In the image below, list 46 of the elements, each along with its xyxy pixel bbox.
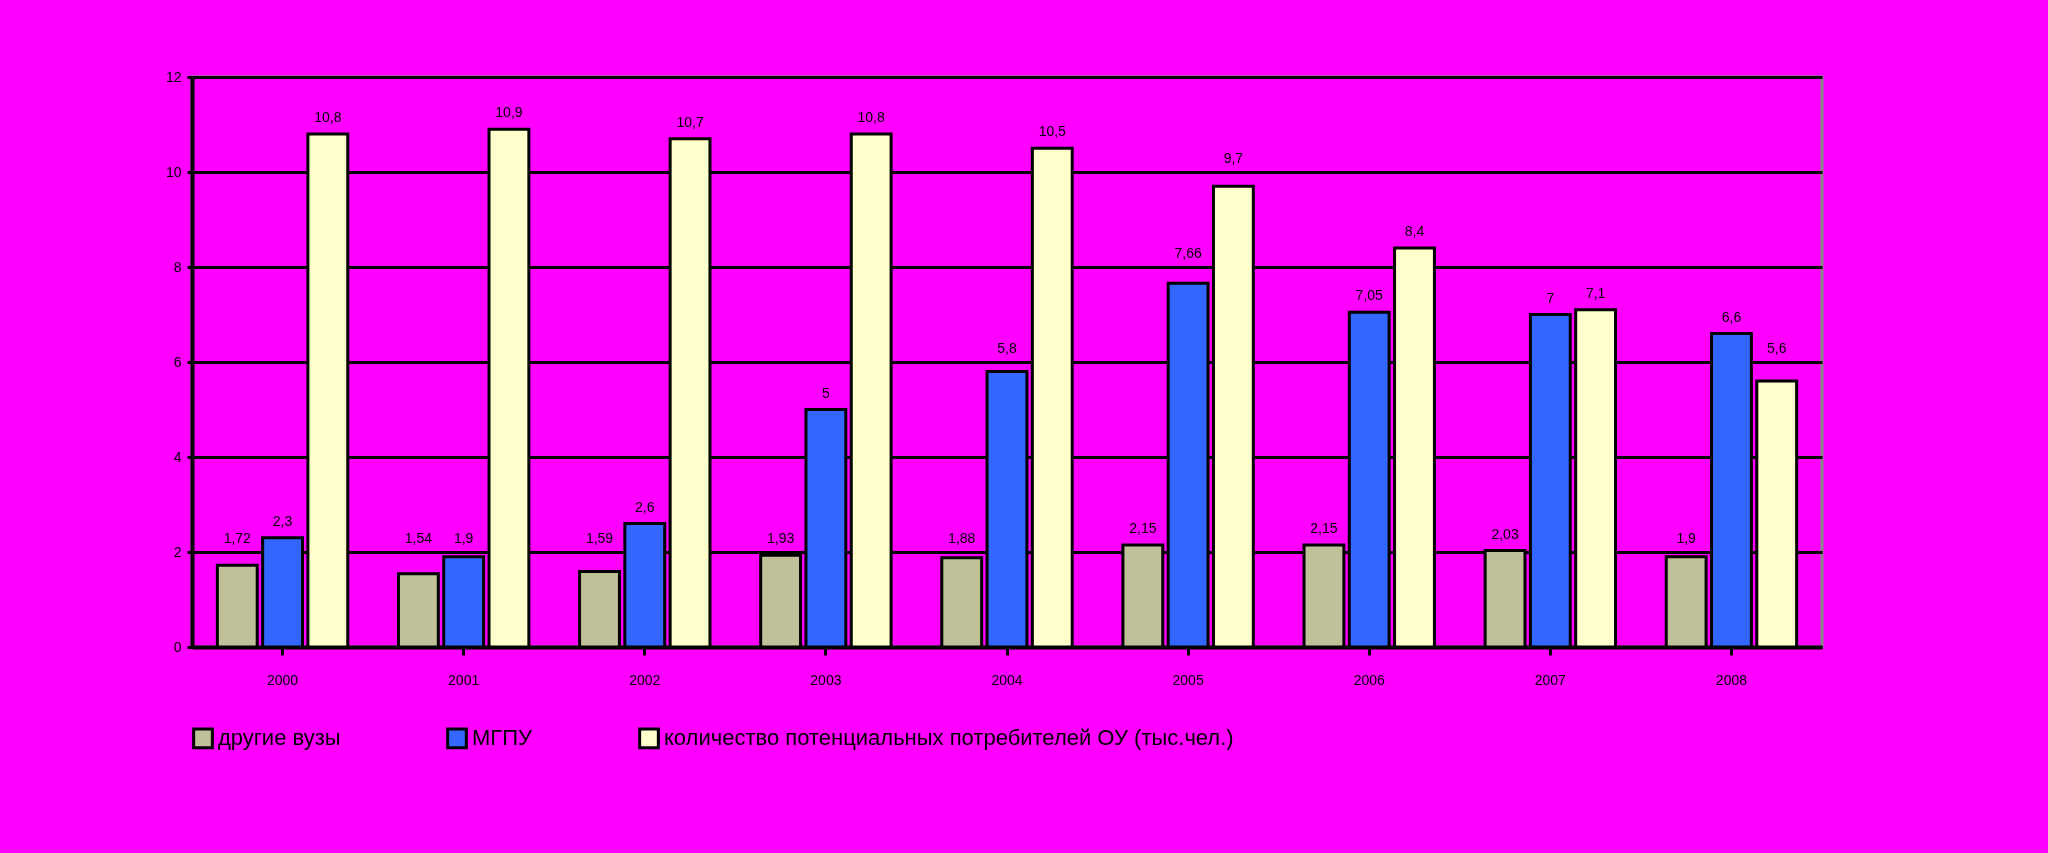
y-tick-label: 10 xyxy=(165,163,182,180)
legend-label: МГПУ xyxy=(472,725,534,751)
data-label: 9,7 xyxy=(1223,150,1244,167)
data-label: 1,54 xyxy=(404,530,433,547)
data-label: 1,93 xyxy=(766,530,795,547)
x-tick-label: 2005 xyxy=(1172,671,1204,688)
legend-label: другие вузы xyxy=(218,725,341,751)
data-label: 2,3 xyxy=(272,512,293,529)
legend-label: количество потенциальных потребителей ОУ (тыс.чел.) xyxy=(664,725,1234,751)
data-label: 2,15 xyxy=(1310,519,1338,536)
data-label: 10,7 xyxy=(676,113,704,130)
x-tick-label: 2004 xyxy=(991,671,1023,688)
data-label: 2,03 xyxy=(1491,525,1519,542)
data-label: 6,6 xyxy=(1721,308,1742,325)
x-tick-label: 2003 xyxy=(810,671,842,688)
data-label: 1,9 xyxy=(453,530,474,547)
data-label: 1,59 xyxy=(585,530,614,547)
y-tick-label: 4 xyxy=(173,448,182,465)
y-tick-label: 6 xyxy=(173,353,182,370)
data-label: 1,9 xyxy=(1676,530,1697,547)
data-label: 7,66 xyxy=(1174,245,1202,262)
data-label: 10,8 xyxy=(314,109,342,126)
y-tick-label: 8 xyxy=(173,258,182,275)
y-tick-label: 0 xyxy=(173,638,182,655)
data-label: 5,6 xyxy=(1766,340,1787,357)
data-label: 7,1 xyxy=(1585,284,1606,301)
x-tick-label: 2002 xyxy=(629,671,661,688)
x-tick-label: 2007 xyxy=(1534,671,1567,688)
y-tick-label: 2 xyxy=(173,543,182,560)
y-tick-label: 12 xyxy=(165,68,182,85)
data-label: 2,6 xyxy=(635,498,655,515)
data-label: 2,15 xyxy=(1129,519,1157,536)
data-label: 1,72 xyxy=(223,530,252,547)
data-label: 5,8 xyxy=(997,340,1017,357)
data-label: 10,5 xyxy=(1038,123,1067,140)
x-tick-label: 2006 xyxy=(1353,671,1385,688)
x-tick-label: 2001 xyxy=(448,671,480,688)
data-label: 1,88 xyxy=(948,530,976,547)
data-label: 8,4 xyxy=(1404,223,1425,240)
x-tick-label: 2008 xyxy=(1715,671,1748,688)
data-label: 10,9 xyxy=(495,104,523,121)
data-label: 7 xyxy=(1546,289,1555,306)
x-tick-label: 2000 xyxy=(266,671,299,688)
data-label: 7,05 xyxy=(1355,287,1384,304)
data-label: 10,8 xyxy=(857,109,885,126)
data-label: 5 xyxy=(821,384,830,401)
